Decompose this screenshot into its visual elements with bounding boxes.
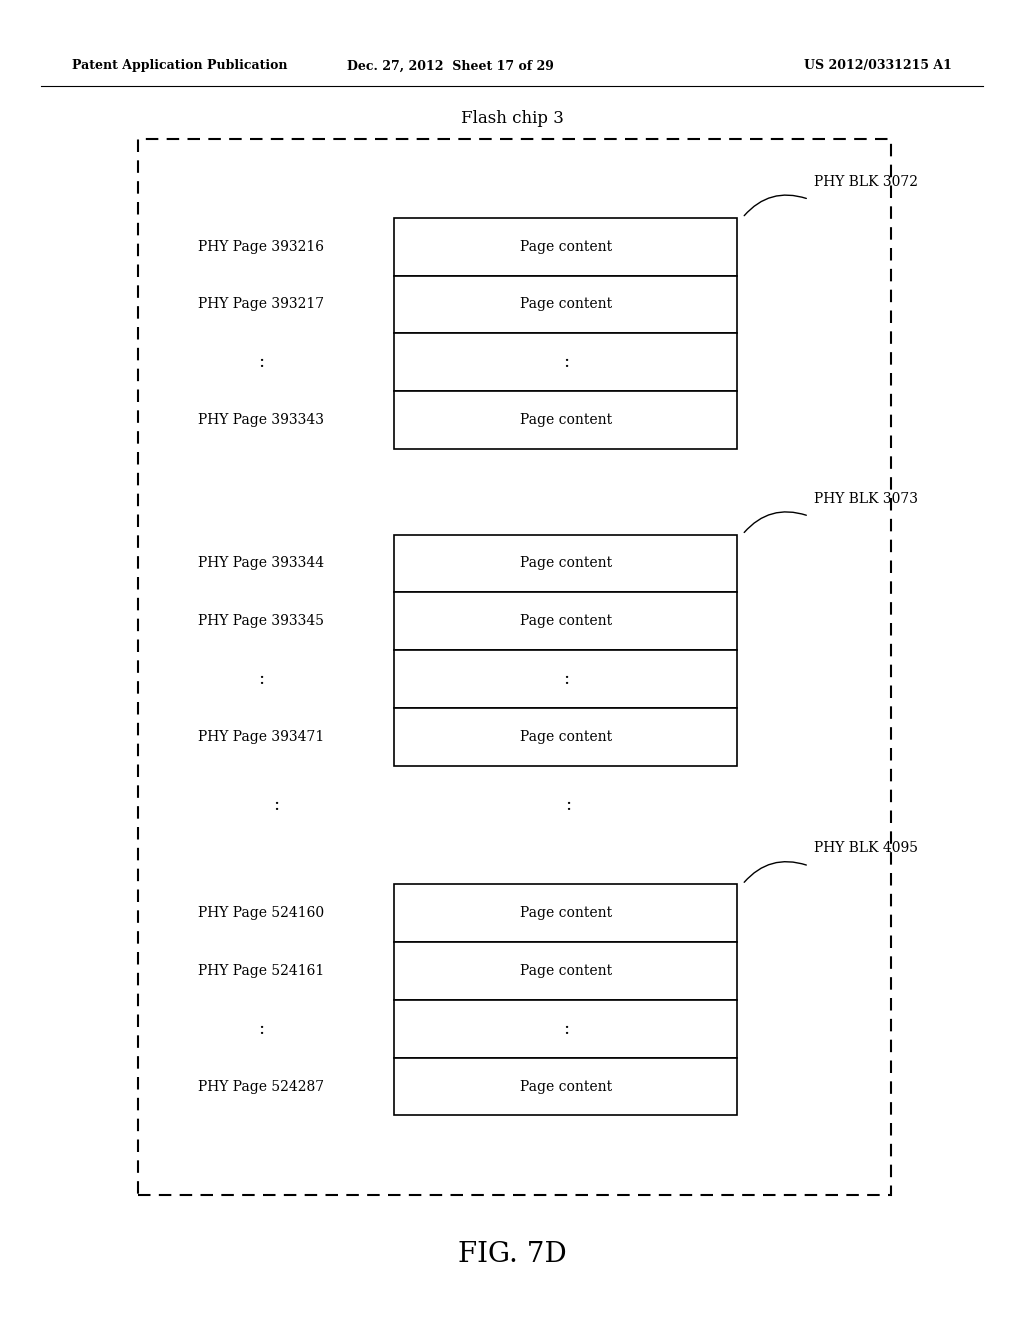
Text: Page content: Page content <box>520 557 611 570</box>
Text: PHY Page 524287: PHY Page 524287 <box>198 1080 325 1093</box>
Text: Flash chip 3: Flash chip 3 <box>461 111 563 127</box>
Bar <box>394 391 737 449</box>
Text: :: : <box>563 354 568 371</box>
Text: PHY Page 393344: PHY Page 393344 <box>198 557 325 570</box>
Bar <box>394 651 737 708</box>
Text: :: : <box>563 1020 568 1038</box>
Text: PHY Page 524160: PHY Page 524160 <box>198 907 325 920</box>
Text: PHY Page 393216: PHY Page 393216 <box>198 240 325 253</box>
Text: PHY BLK 4095: PHY BLK 4095 <box>814 841 919 855</box>
Text: PHY Page 524161: PHY Page 524161 <box>198 964 325 978</box>
Text: PHY Page 393345: PHY Page 393345 <box>198 614 325 628</box>
Text: :: : <box>258 1020 264 1038</box>
Text: PHY BLK 3073: PHY BLK 3073 <box>814 491 919 506</box>
Text: Page content: Page content <box>520 614 611 628</box>
Bar <box>394 593 737 649</box>
Text: Patent Application Publication: Patent Application Publication <box>72 59 287 73</box>
Text: US 2012/0331215 A1: US 2012/0331215 A1 <box>805 59 952 73</box>
Text: Page content: Page content <box>520 297 611 312</box>
Bar <box>394 884 737 942</box>
Text: Page content: Page content <box>520 240 611 253</box>
Text: Dec. 27, 2012  Sheet 17 of 29: Dec. 27, 2012 Sheet 17 of 29 <box>347 59 554 73</box>
Text: :: : <box>258 671 264 688</box>
Text: Page content: Page content <box>520 730 611 743</box>
Bar <box>394 1001 737 1057</box>
Text: PHY Page 393471: PHY Page 393471 <box>198 730 325 743</box>
Text: PHY Page 393217: PHY Page 393217 <box>198 297 325 312</box>
Bar <box>394 708 737 766</box>
Bar <box>394 1057 737 1115</box>
Text: Page content: Page content <box>520 1080 611 1093</box>
Bar <box>138 139 891 1195</box>
Text: :: : <box>565 796 571 814</box>
Text: Page content: Page content <box>520 907 611 920</box>
Text: PHY Page 393343: PHY Page 393343 <box>198 413 325 426</box>
Text: :: : <box>273 796 280 814</box>
Text: :: : <box>258 354 264 371</box>
Bar <box>394 276 737 333</box>
Text: FIG. 7D: FIG. 7D <box>458 1241 566 1267</box>
Text: PHY BLK 3072: PHY BLK 3072 <box>814 174 919 189</box>
Bar <box>394 218 737 276</box>
Text: :: : <box>563 671 568 688</box>
Bar <box>394 333 737 391</box>
Bar <box>394 535 737 593</box>
Text: Page content: Page content <box>520 964 611 978</box>
Bar <box>394 942 737 1001</box>
Text: Page content: Page content <box>520 413 611 426</box>
